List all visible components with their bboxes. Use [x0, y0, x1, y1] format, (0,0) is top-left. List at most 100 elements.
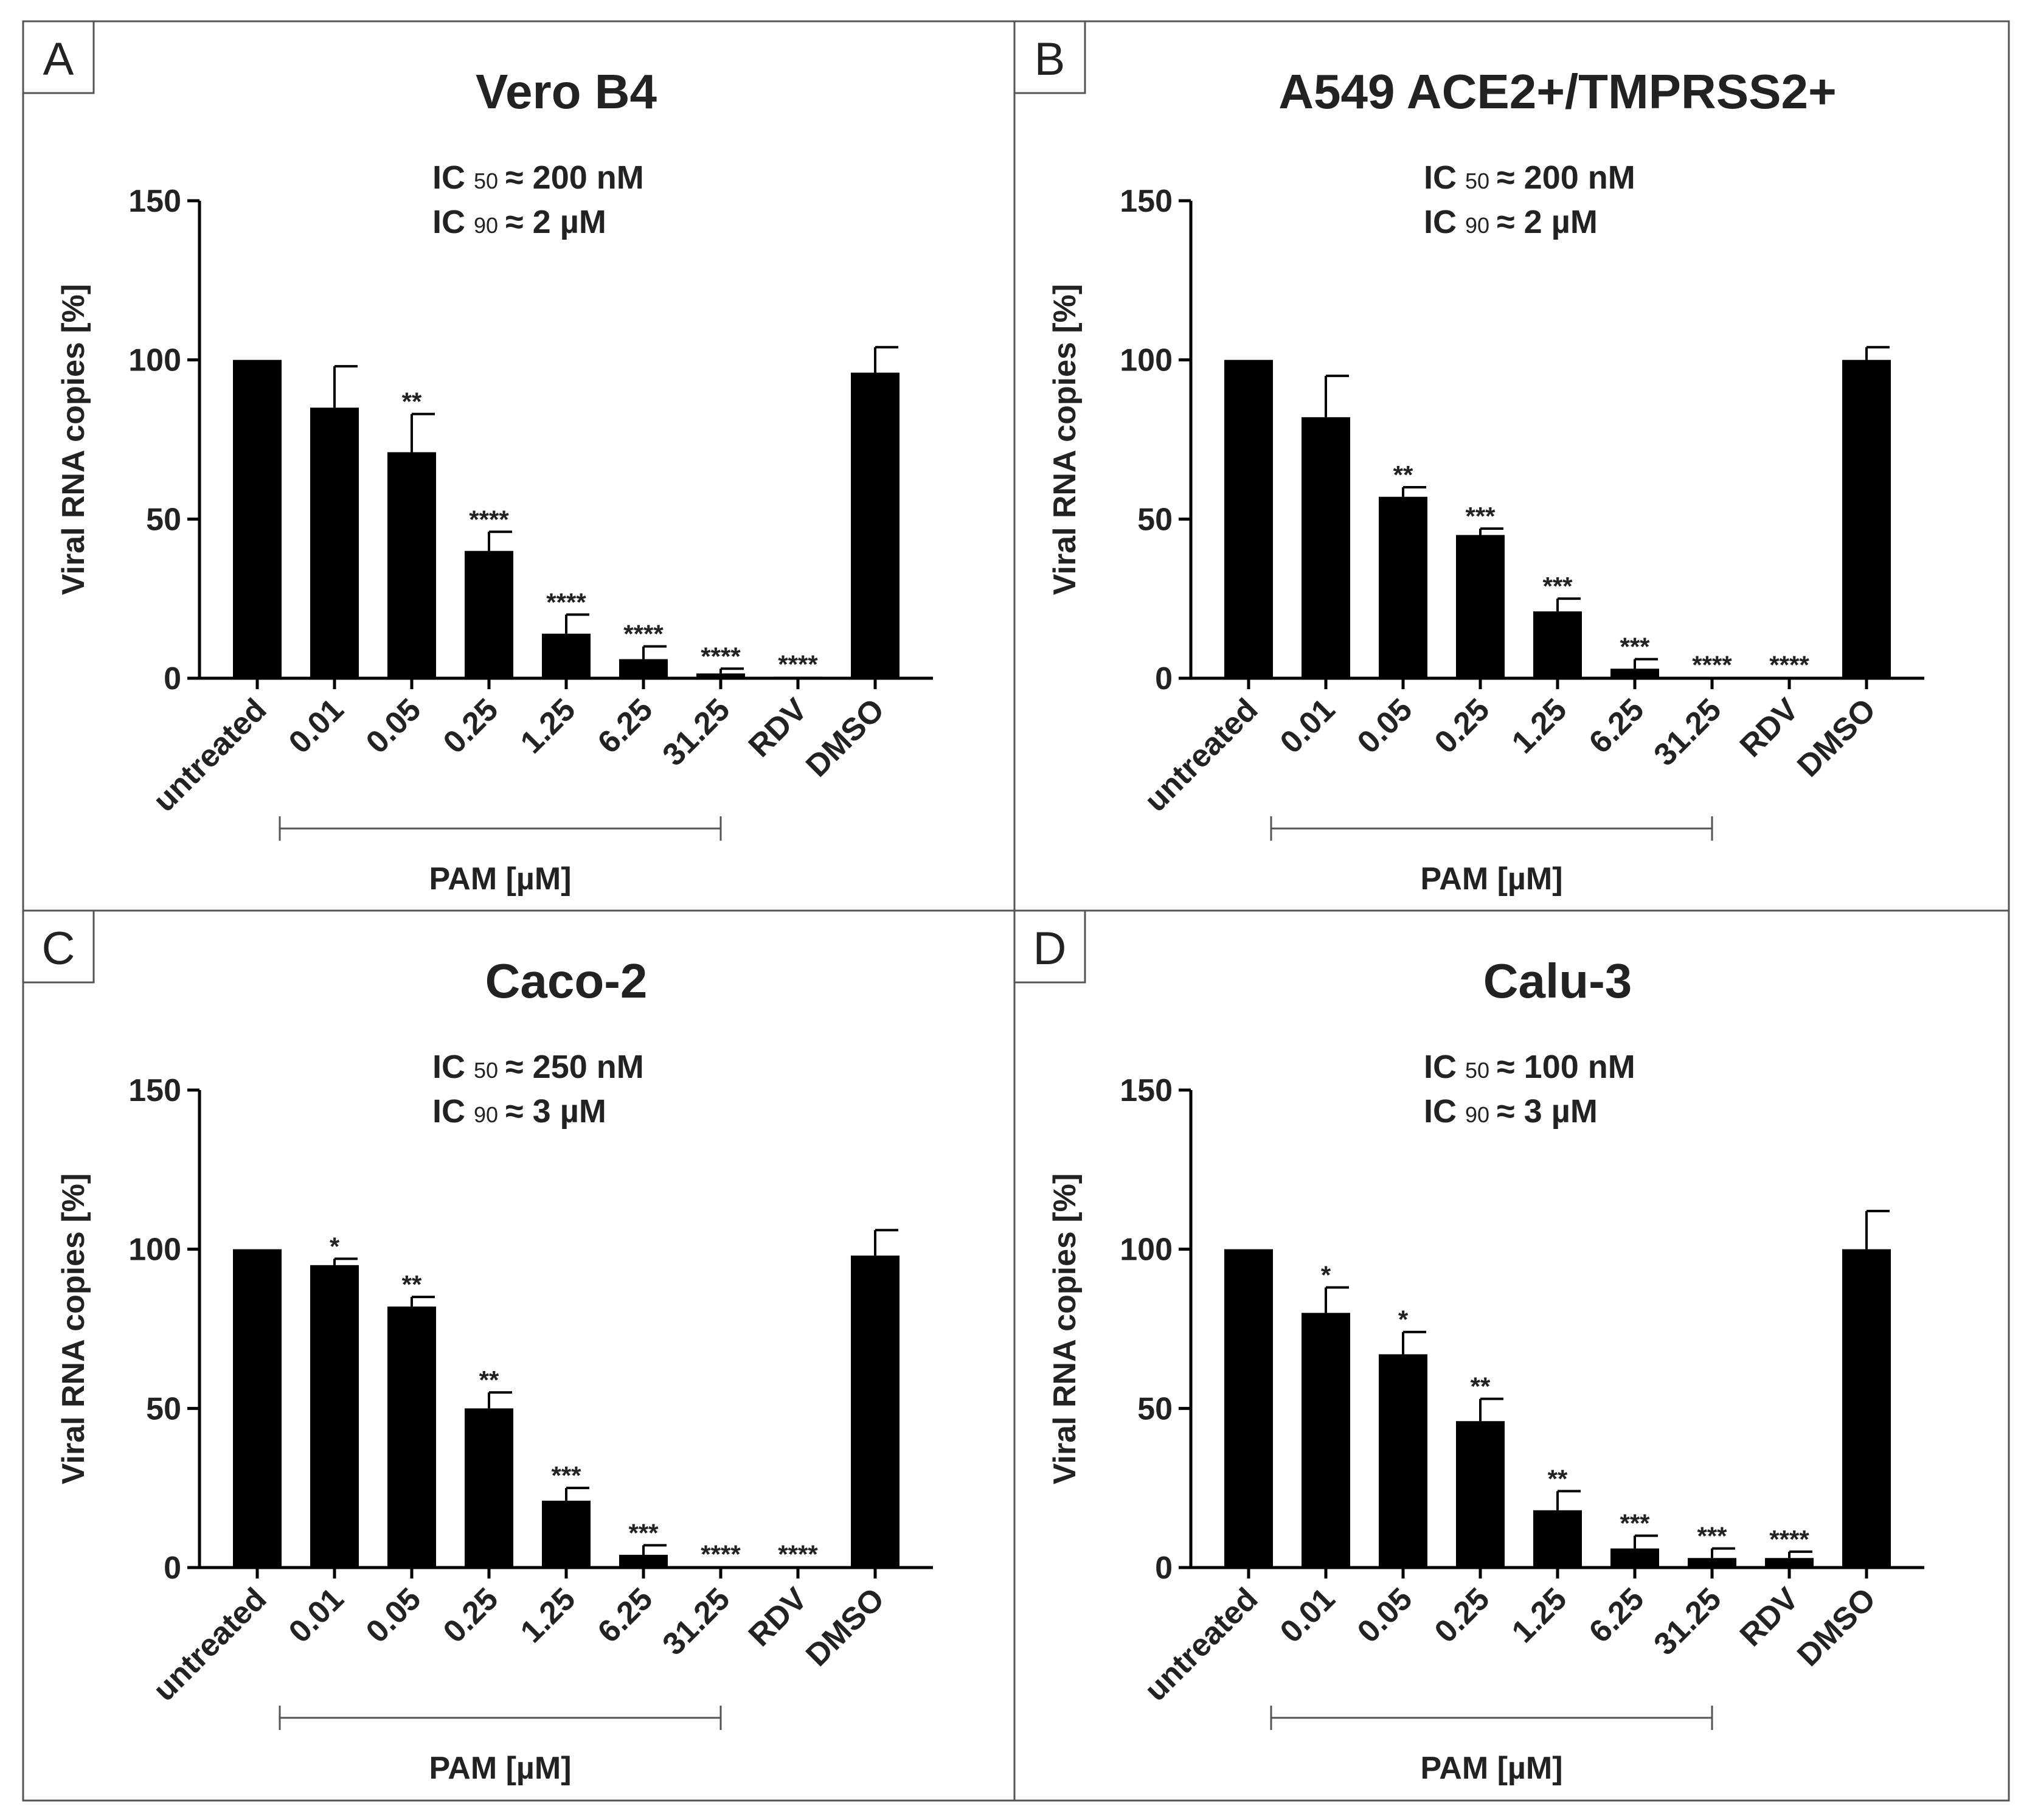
ic50-prefix: IC — [1424, 159, 1457, 196]
significance-mark: **** — [701, 1540, 741, 1568]
bar — [1379, 1354, 1427, 1568]
ic90-annotation: IC 90 ≈ 2 µM — [432, 204, 606, 240]
chart-title: Calu-3 — [1483, 954, 1632, 1008]
y-tick-label: 100 — [1120, 1232, 1173, 1268]
ic90-prefix: IC — [432, 1093, 465, 1130]
bar — [774, 1566, 822, 1568]
bar — [619, 1555, 668, 1568]
ic50-value: ≈ 250 nM — [505, 1049, 644, 1085]
significance-mark: *** — [628, 1518, 659, 1547]
y-axis-label: Viral RNA copies [%] — [56, 284, 91, 595]
bar — [542, 1501, 591, 1568]
significance-mark: *** — [551, 1461, 581, 1490]
y-axis-label: Viral RNA copies [%] — [1047, 284, 1083, 595]
significance-mark: ** — [479, 1366, 499, 1394]
y-tick-label: 150 — [1120, 1073, 1173, 1108]
bar — [465, 1408, 513, 1568]
ic90-prefix: IC — [432, 204, 465, 240]
y-tick-label: 150 — [1120, 184, 1173, 219]
bar — [851, 1256, 900, 1568]
ic90-value: ≈ 3 µM — [1497, 1093, 1598, 1130]
ic50-annotation: IC 50 ≈ 100 nM — [1424, 1049, 1635, 1085]
bar — [310, 1265, 359, 1568]
y-tick-label: 0 — [1155, 661, 1173, 696]
panel-letter: A — [43, 33, 74, 85]
bar — [1765, 1558, 1814, 1568]
ic50-subscript: 50 — [1465, 168, 1489, 193]
significance-mark: **** — [546, 588, 586, 616]
y-tick-label: 100 — [128, 1232, 181, 1268]
panel-letter-box — [1013, 20, 1086, 94]
bar — [1302, 1313, 1350, 1568]
significance-mark: * — [1321, 1260, 1331, 1289]
significance-mark: ** — [1393, 460, 1413, 489]
bar — [1379, 496, 1427, 678]
bar — [1688, 677, 1736, 679]
bar — [1456, 1421, 1505, 1568]
y-tick-label: 0 — [164, 1551, 181, 1586]
bar — [1533, 611, 1582, 678]
significance-mark: ** — [1548, 1464, 1568, 1493]
bar — [233, 359, 282, 678]
bar — [1456, 535, 1505, 678]
significance-mark: *** — [1620, 1509, 1650, 1538]
y-tick-label: 0 — [1155, 1551, 1173, 1586]
bar — [387, 1306, 436, 1568]
y-tick-label: 0 — [164, 661, 181, 696]
panel-frame — [1013, 909, 2010, 1802]
ic50-value: ≈ 100 nM — [1497, 1049, 1635, 1085]
significance-mark: *** — [1697, 1522, 1727, 1551]
bar — [696, 1566, 745, 1568]
significance-mark: ** — [402, 1270, 422, 1299]
bar — [1610, 1548, 1659, 1568]
ic90-value: ≈ 2 µM — [1497, 204, 1598, 240]
bar — [1533, 1510, 1582, 1568]
ic50-annotation: IC 50 ≈ 200 nM — [1424, 159, 1635, 196]
bar — [1688, 1558, 1736, 1568]
ic90-subscript: 90 — [474, 1102, 498, 1127]
bar — [1765, 677, 1814, 679]
bar — [1842, 1249, 1891, 1568]
significance-mark: **** — [1769, 1525, 1809, 1554]
ic90-annotation: IC 90 ≈ 3 µM — [1424, 1093, 1598, 1130]
significance-mark: *** — [1465, 502, 1496, 530]
panel-letter: D — [1033, 923, 1067, 974]
y-tick-label: 100 — [128, 343, 181, 378]
bar — [1302, 417, 1350, 678]
y-tick-label: 50 — [146, 502, 181, 537]
y-tick-label: 50 — [1137, 1391, 1173, 1426]
bar — [1224, 1249, 1273, 1568]
y-tick-label: 150 — [128, 184, 181, 219]
x-axis-group-label: PAM [µM] — [429, 861, 571, 897]
chart-title: Vero B4 — [476, 64, 657, 119]
y-axis-label: Viral RNA copies [%] — [1047, 1173, 1083, 1484]
ic50-subscript: 50 — [474, 168, 498, 193]
significance-mark: **** — [469, 505, 509, 533]
significance-mark: *** — [1620, 633, 1650, 661]
significance-mark: **** — [1769, 650, 1809, 679]
y-tick-label: 150 — [128, 1073, 181, 1108]
bar — [774, 676, 822, 678]
bar — [1224, 359, 1273, 678]
bar — [696, 673, 745, 678]
ic50-value: ≈ 200 nM — [1497, 159, 1635, 196]
bar — [542, 633, 591, 678]
x-axis-group-label: PAM [µM] — [1420, 861, 1562, 897]
ic50-value: ≈ 200 nM — [505, 159, 644, 196]
bar — [851, 372, 900, 678]
ic50-subscript: 50 — [1465, 1058, 1489, 1083]
y-axis-label: Viral RNA copies [%] — [56, 1173, 91, 1484]
ic90-value: ≈ 2 µM — [505, 204, 606, 240]
ic50-annotation: IC 50 ≈ 250 nM — [432, 1049, 644, 1085]
bar — [1842, 359, 1891, 678]
significance-mark: *** — [1542, 572, 1573, 600]
ic90-annotation: IC 90 ≈ 2 µM — [1424, 204, 1598, 240]
y-tick-label: 50 — [1137, 502, 1173, 537]
ic90-annotation: IC 90 ≈ 3 µM — [432, 1093, 606, 1130]
bar — [310, 408, 359, 678]
significance-mark: **** — [701, 642, 741, 670]
significance-mark: **** — [1692, 650, 1732, 679]
significance-mark: * — [330, 1232, 340, 1260]
bar — [619, 659, 668, 678]
